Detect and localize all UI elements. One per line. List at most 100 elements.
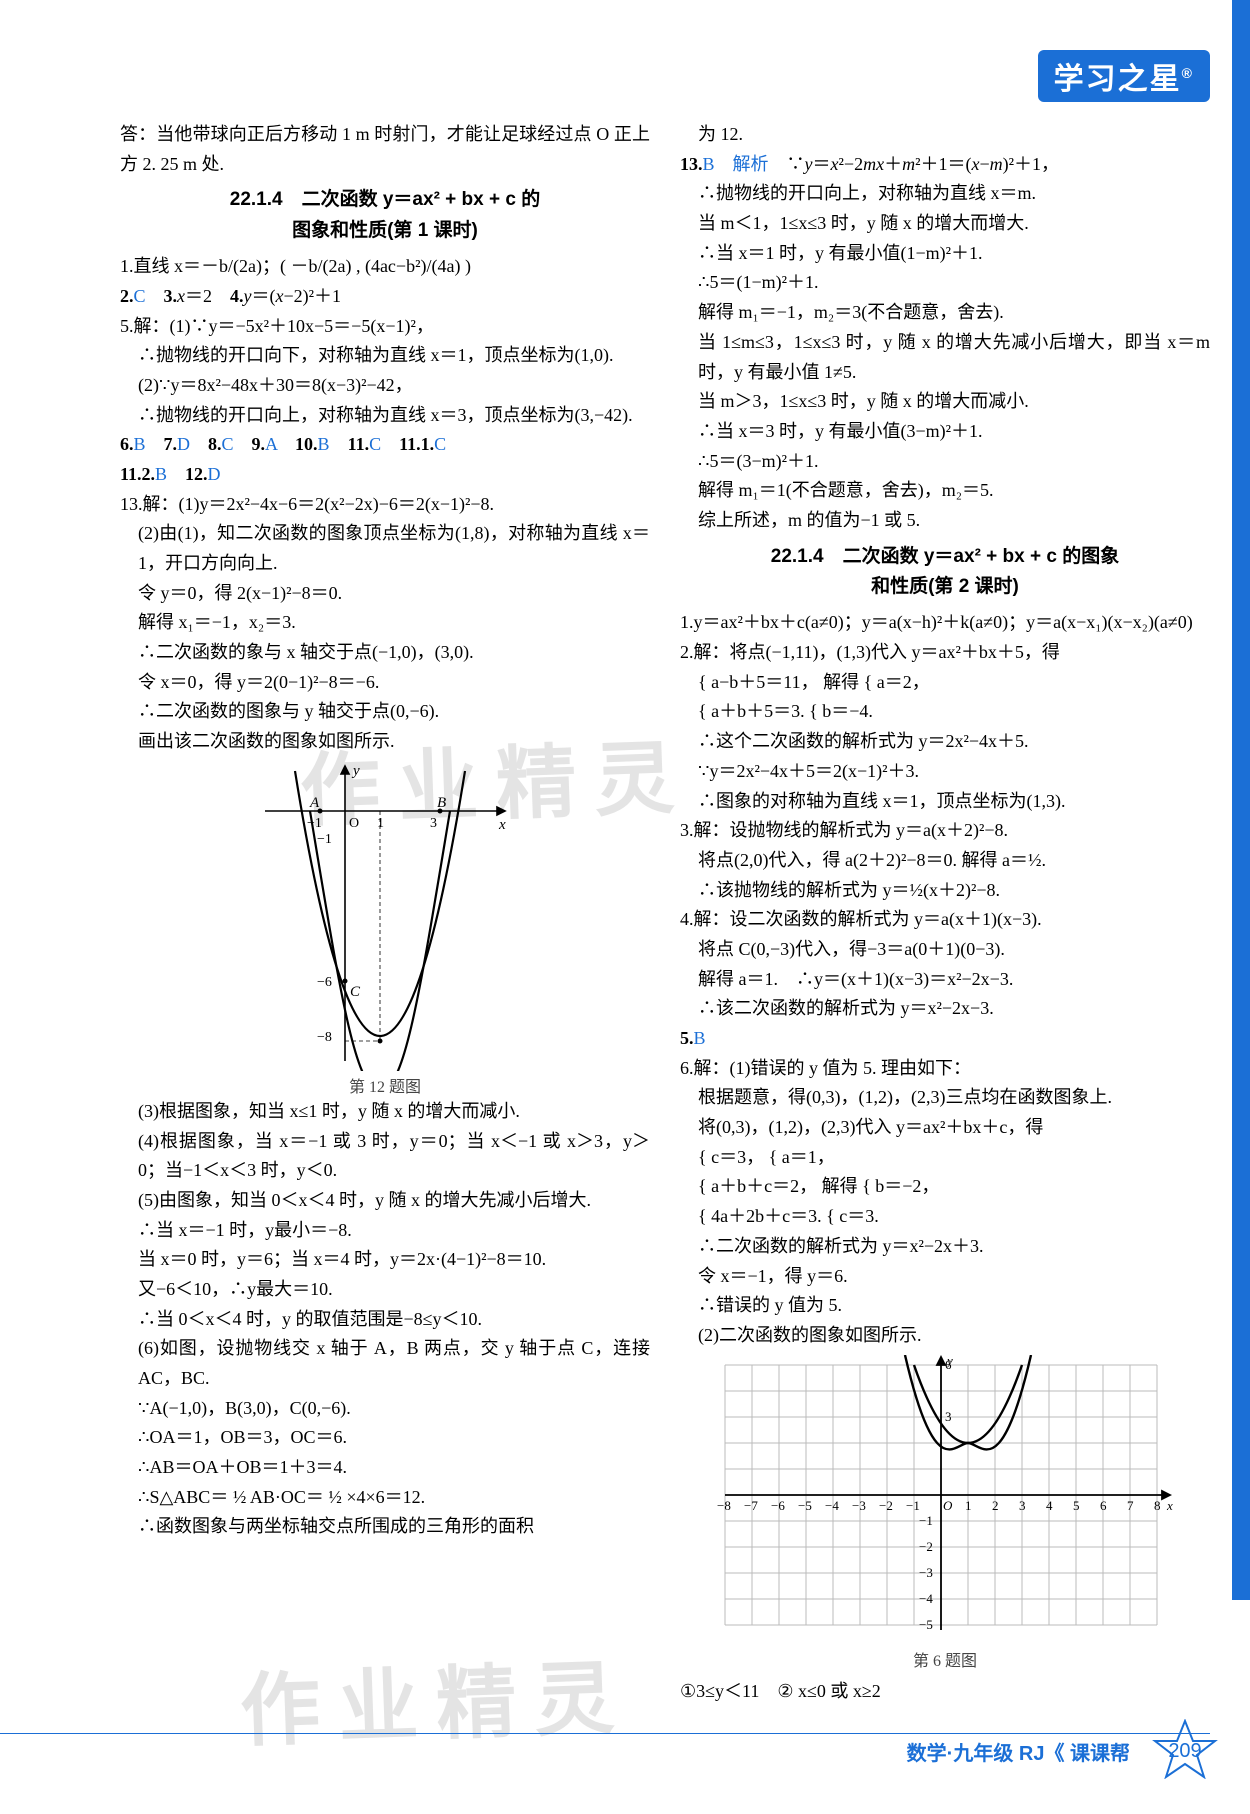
- r-i2a: 2.解：将点(−1,11)，(1,3)代入 y＝ax²＋bx＋5，得: [680, 638, 1210, 668]
- svg-text:4: 4: [1046, 1498, 1053, 1513]
- r-i13i: ∴当 x＝3 时，y 有最小值(3−m)²＋1.: [680, 417, 1210, 447]
- l-a6e: ∴S△ABC＝ ½ AB·OC＝ ½ ×4×6＝12.: [120, 1483, 650, 1513]
- r-i4b: 将点 C(0,−3)代入，得−3＝a(0＋1)(0−3).: [680, 935, 1210, 965]
- l-i13c: 令 y＝0，得 2(x−1)²−8＝0.: [120, 579, 650, 609]
- r-i3b: 将点(2,0)代入，得 a(2＋2)²−8＝0. 解得 a＝½.: [680, 846, 1210, 876]
- l-a6d: ∴AB＝OA＋OB＝1＋3＝4.: [120, 1453, 650, 1483]
- l-a5b: ∴当 x＝−1 时，y最小＝−8.: [120, 1216, 650, 1246]
- l-i13f: 令 x＝0，得 y＝2(0−1)²−8＝−6.: [120, 668, 650, 698]
- svg-text:−3: −3: [852, 1498, 866, 1513]
- page-footer: 数学·九年级 RJ《 课课帮 209: [0, 1714, 1250, 1784]
- fig12-caption: 第 12 题图: [120, 1073, 650, 1097]
- fig12-x-label: x: [498, 817, 506, 833]
- r-i4a: 4.解：设二次函数的解析式为 y＝a(x＋1)(x−3).: [680, 905, 1210, 935]
- l-i13e: ∴二次函数的象与 x 轴交于点(−1,0)，(3,0).: [120, 638, 650, 668]
- fig12-x1: 1: [377, 816, 384, 831]
- svg-text:−2: −2: [919, 1539, 933, 1554]
- r-i3c: ∴该抛物线的解析式为 y＝½(x＋2)²−8.: [680, 876, 1210, 906]
- r-i13j: ∴5＝(3−m)²＋1.: [680, 447, 1210, 477]
- brand-text: 学习之星: [1054, 63, 1182, 96]
- footer-rule: [0, 1733, 1210, 1734]
- l-i6: 6.B 7.D 8.C 9.A 10.B 11.C 11.1.C: [120, 430, 650, 460]
- r-bottom: ①3≤y＜11 ② x≤0 或 x≥2: [680, 1677, 1210, 1707]
- r-i13a: 13.B 解析 ∵y＝x²−2mx＋m²＋1＝(x−m)²＋1，: [680, 150, 1210, 180]
- r-i13c: 当 m＜1，1≤x≤3 时，y 随 x 的增大而增大.: [680, 209, 1210, 239]
- r-top: 为 12.: [680, 120, 1210, 150]
- fig6-y-label: y: [945, 1355, 953, 1368]
- l-a5: (5)由图象，知当 0＜x＜4 时，y 随 x 的增大先减小后增大.: [120, 1186, 650, 1216]
- right-heading: 22.1.4 二次函数 y＝ax² + bx + c 的图象 和性质(第 2 课…: [680, 542, 1210, 603]
- left-column: 答：当他带球向正后方移动 1 m 时射门，才能让足球经过点 O 正上方 2. 2…: [120, 120, 650, 1706]
- r-i13b: ∴抛物线的开口向上，对称轴为直线 x＝m.: [680, 179, 1210, 209]
- l-i13d: 解得 x₁＝−1，x₂＝3.: [120, 608, 650, 638]
- r-i13h: 当 m＞3，1≤x≤3 时，y 随 x 的增大而减小.: [680, 387, 1210, 417]
- l-a5e: ∴当 0＜x＜4 时，y 的取值范围是−8≤y＜10.: [120, 1305, 650, 1335]
- page-content: 答：当他带球向正后方移动 1 m 时射门，才能让足球经过点 O 正上方 2. 2…: [120, 120, 1210, 1706]
- l-i5b: ∴抛物线的开口向下，对称轴为直线 x＝1，顶点坐标为(1,0).: [120, 341, 650, 371]
- r-i6h: 令 x＝−1，得 y＝6.: [680, 1262, 1210, 1292]
- l-a3: (3)根据图象，知当 x≤1 时，y 随 x 的增大而减小.: [120, 1097, 650, 1127]
- fig6-x-label: x: [1166, 1498, 1173, 1513]
- r-i2b: { a−b＋5＝11， 解得 { a＝2，: [680, 668, 1210, 698]
- l-a6: (6)如图，设抛物线交 x 轴于 A，B 两点，交 y 轴于点 C，连接 AC，…: [120, 1334, 650, 1393]
- l-a6b: ∵A(−1,0)，B(3,0)，C(0,−6).: [120, 1394, 650, 1424]
- svg-text:−5: −5: [798, 1498, 812, 1513]
- svg-text:2: 2: [992, 1498, 999, 1513]
- r-i1: 1.y＝ax²＋bx＋c(a≠0)；y＝a(x−h)²＋k(a≠0)；y＝a(x…: [680, 608, 1210, 638]
- r-i13d: ∴当 x＝1 时，y 有最小值(1−m)²＋1.: [680, 239, 1210, 269]
- r-i2c: { a＋b＋5＝3. { b＝−4.: [680, 697, 1210, 727]
- svg-text:6: 6: [1100, 1498, 1107, 1513]
- l-i2: 2.C 3.x＝2 4.y＝(x−2)²＋1: [120, 282, 650, 312]
- svg-text:−8: −8: [717, 1498, 731, 1513]
- l-i5c: (2)∵y＝8x²−48x＋30＝8(x−3)²−42，: [120, 371, 650, 401]
- left-heading: 22.1.4 二次函数 y＝ax² + bx + c 的 图象和性质(第 1 课…: [120, 185, 650, 246]
- r-i4c: 解得 a＝1. ∴y＝(x＋1)(x−3)＝x²−2x−3.: [680, 965, 1210, 995]
- brand-reg: ®: [1182, 65, 1194, 81]
- svg-text:−4: −4: [825, 1498, 839, 1513]
- footer-text: 数学·九年级 RJ《 课课帮: [907, 1737, 1130, 1766]
- left-intro: 答：当他带球向正后方移动 1 m 时射门，才能让足球经过点 O 正上方 2. 2…: [120, 120, 650, 179]
- r-i3a: 3.解：设抛物线的解析式为 y＝a(x＋2)²−8.: [680, 816, 1210, 846]
- l-a6f: ∴函数图象与两坐标轴交点所围成的三角形的面积: [120, 1512, 650, 1542]
- l-a5c: 当 x＝0 时，y＝6；当 x＝4 时，y＝2x·(4−1)²−8＝10.: [120, 1245, 650, 1275]
- l-i5a: 5.解：(1)∵y＝−5x²＋10x−5＝−5(x−1)²，: [120, 312, 650, 342]
- svg-text:O: O: [943, 1498, 953, 1513]
- l-i13b: (2)由(1)，知二次函数的图象顶点坐标为(1,8)，对称轴为直线 x＝1，开口…: [120, 519, 650, 578]
- l-i13a: 13.解：(1)y＝2x²−4x−6＝2(x²−2x)−6＝2(x−1)²−8.: [120, 490, 650, 520]
- l-a5d: 又−6＜10，∴y最大＝10.: [120, 1275, 650, 1305]
- l-i6b: 11.2.B 12.D: [120, 460, 650, 490]
- l-i5d: ∴抛物线的开口向上，对称轴为直线 x＝3，顶点坐标为(3,−42).: [120, 401, 650, 431]
- r-i13g: 当 1≤m≤3，1≤x≤3 时，y 随 x 的增大先减小后增大，即当 x＝m 时…: [680, 328, 1210, 387]
- svg-text:8: 8: [1154, 1498, 1161, 1513]
- fig12-C: C: [350, 984, 361, 1000]
- r-i6g: ∴二次函数的解析式为 y＝x²−2x＋3.: [680, 1232, 1210, 1262]
- r-i13f: 解得 m₁＝−1，m₂＝3(不合题意，舍去).: [680, 298, 1210, 328]
- footer-page-badge: 209: [1150, 1719, 1220, 1779]
- figure-12-parabola: x y A B C −1 O 1 3 −1 −6 −8: [255, 761, 515, 1071]
- right-heading-a: 22.1.4 二次函数 y＝ax² + bx + c 的图象: [771, 546, 1119, 567]
- right-heading-b: 和性质(第 2 课时): [871, 576, 1019, 597]
- fig12-xm1: −1: [307, 816, 322, 831]
- svg-text:−7: −7: [744, 1498, 758, 1513]
- page-number: 209: [1168, 1740, 1201, 1762]
- r-i5: 5.B: [680, 1024, 1210, 1054]
- svg-text:1: 1: [965, 1498, 972, 1513]
- r-i4d: ∴该二次函数的解析式为 y＝x²−2x−3.: [680, 994, 1210, 1024]
- l-i1: 1.直线 x＝－b/(2a)；( －b/(2a) , (4ac−b²)/(4a)…: [120, 252, 650, 282]
- fig12-ym8: −8: [317, 1030, 332, 1045]
- l-a6c: ∴OA＝1，OB＝3，OC＝6.: [120, 1423, 650, 1453]
- r-i6d: { c＝3， { a＝1，: [680, 1143, 1210, 1173]
- fig12-ym6: −6: [317, 975, 332, 990]
- svg-text:7: 7: [1127, 1498, 1134, 1513]
- l-a4: (4)根据图象，当 x＝−1 或 3 时，y＝0；当 x＜−1 或 x＞3，y＞…: [120, 1127, 650, 1186]
- svg-text:−3: −3: [919, 1565, 933, 1580]
- r-i6i: ∴错误的 y 值为 5.: [680, 1291, 1210, 1321]
- svg-text:−6: −6: [771, 1498, 785, 1513]
- r-i2d: ∴这个二次函数的解析式为 y＝2x²−4x＋5.: [680, 727, 1210, 757]
- r-i6f: { 4a＋2b＋c＝3. { c＝3.: [680, 1202, 1210, 1232]
- r-i6j: (2)二次函数的图象如图所示.: [680, 1321, 1210, 1351]
- figure-6-grid: −8−7−6−5−4−3−2−1 O 12345678 36 −1−2−3−4−…: [705, 1355, 1185, 1645]
- r-i6e: { a＋b＋c＝2， 解得 { b＝−2，: [680, 1172, 1210, 1202]
- r-i13k: 解得 m₁＝1(不合题意，舍去)，m₂＝5.: [680, 476, 1210, 506]
- r-i6c: 将(0,3)，(1,2)，(2,3)代入 y＝ax²＋bx＋c，得: [680, 1113, 1210, 1143]
